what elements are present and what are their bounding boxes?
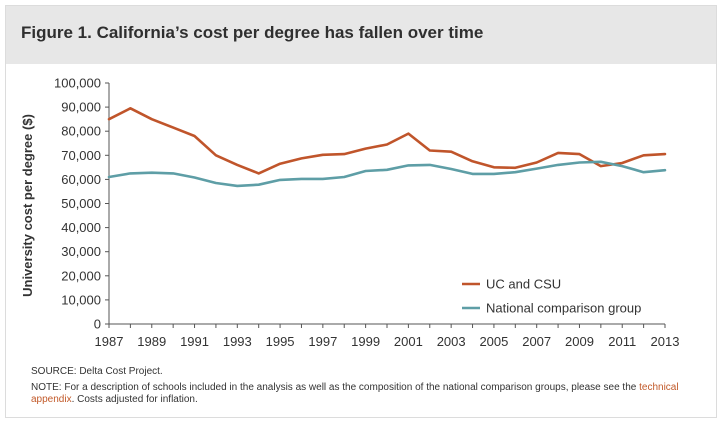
x-tick-label: 1987 (95, 334, 124, 349)
x-tick-label: 2005 (479, 334, 508, 349)
y-tick-label: 10,000 (61, 292, 101, 307)
y-tick-label: 100,000 (54, 76, 101, 91)
figure-notes: SOURCE: Delta Cost Project. NOTE: For a … (31, 366, 701, 407)
y-tick-label: 30,000 (61, 244, 101, 259)
y-tick-label: 70,000 (61, 148, 101, 163)
legend-label-uc-csu: UC and CSU (486, 277, 561, 292)
series-line-national-comparison (107, 160, 667, 188)
y-tick-label: 80,000 (61, 124, 101, 139)
y-axis-title: University cost per degree ($) (20, 114, 35, 297)
y-tick-label: 50,000 (61, 196, 101, 211)
technical-appendix-link[interactable]: technical appendix (31, 381, 679, 406)
y-tick-label: 20,000 (61, 268, 101, 283)
x-tick-label: 1993 (223, 334, 252, 349)
figure-title: Figure 1. California’s cost per degree h… (21, 23, 484, 42)
x-tick-label: 2007 (522, 334, 551, 349)
legend-label-national-comparison: National comparison group (486, 301, 641, 316)
source-text: SOURCE: Delta Cost Project. (31, 366, 163, 377)
y-tick-label: 40,000 (61, 220, 101, 235)
y-tick-label: 60,000 (61, 172, 101, 187)
series-line-uc-csu (107, 107, 667, 175)
x-tick-label: 1997 (308, 334, 337, 349)
y-tick-label: 0 (94, 317, 101, 332)
y-tick-label: 90,000 (61, 100, 101, 115)
note-suffix: . Costs adjusted for inflation. (71, 394, 198, 405)
x-tick-label: 2009 (565, 334, 594, 349)
x-tick-label: 1995 (266, 334, 295, 349)
note-text: NOTE: For a description of schools inclu… (31, 382, 701, 407)
x-tick-label: 1999 (351, 334, 380, 349)
note-prefix: NOTE: For a description of schools inclu… (31, 381, 637, 393)
figure-header: Figure 1. California’s cost per degree h… (6, 6, 716, 64)
x-tick-label: 2001 (394, 334, 423, 349)
x-tick-label: 2011 (608, 334, 636, 349)
x-tick-label: 2003 (437, 334, 466, 349)
x-tick-label: 1991 (180, 334, 209, 349)
figure-card: Figure 1. California’s cost per degree h… (5, 5, 717, 418)
x-tick-label: 2013 (651, 334, 680, 349)
x-tick-label: 1989 (137, 334, 166, 349)
